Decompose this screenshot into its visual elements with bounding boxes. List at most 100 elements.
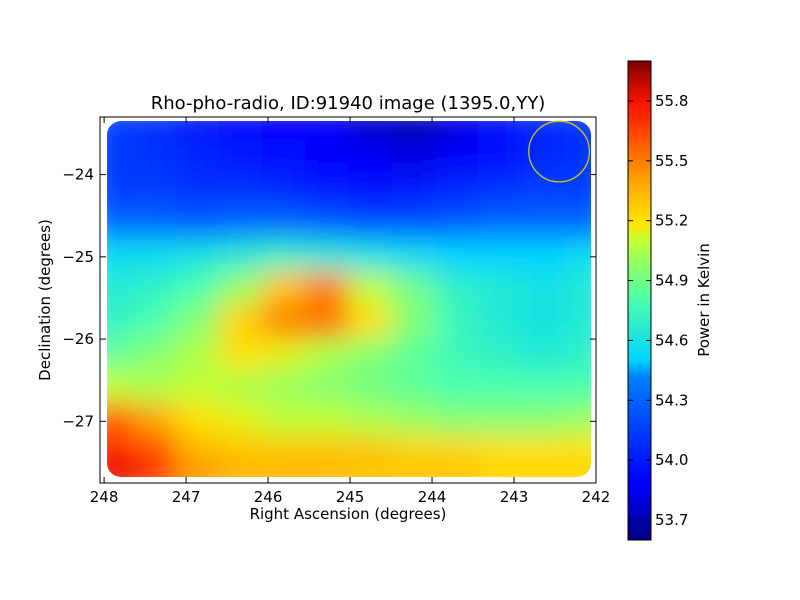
heatmap-cell	[391, 121, 439, 144]
heatmap-cell	[218, 271, 266, 309]
heatmap-cell	[391, 369, 439, 407]
colorbar-bar	[627, 60, 652, 541]
heatmap-cell	[131, 205, 180, 243]
annotations-layer	[528, 120, 591, 183]
x-tick-label: 247	[172, 488, 201, 506]
heatmap-cell	[261, 304, 309, 342]
heatmap-cell	[261, 337, 309, 374]
y-tick-label: −24	[62, 166, 94, 184]
colorbar-label: Power in Kelvin	[695, 243, 713, 357]
heatmap-cell	[175, 139, 223, 177]
heatmap-cell	[131, 464, 180, 477]
heatmap-cell	[175, 369, 223, 407]
x-axis-label: Right Ascension (degrees)	[250, 505, 447, 523]
heatmap-cell	[434, 121, 482, 144]
y-axis-label: Declination (degrees)	[36, 219, 54, 381]
heatmap-cell	[175, 304, 223, 342]
heatmap-cell	[434, 435, 482, 469]
heatmap-cell	[391, 435, 439, 469]
heatmap-cell	[304, 172, 353, 210]
heatmap-cell	[304, 121, 353, 144]
heatmap-cell	[391, 304, 439, 342]
heatmap-cell	[304, 238, 353, 276]
x-tick-label: 242	[582, 488, 611, 506]
heatmap-cell	[218, 139, 266, 177]
heatmap-cell	[131, 337, 180, 374]
heatmap-cell	[175, 435, 223, 469]
heatmap-cell	[304, 205, 353, 243]
heatmap-cell	[564, 337, 591, 374]
heatmap-cell	[564, 121, 591, 144]
beam-circle	[528, 120, 591, 183]
heatmap-cell	[131, 121, 180, 144]
heatmap-cell	[107, 304, 136, 342]
x-tick-label: 246	[254, 488, 283, 506]
heatmap-cell	[218, 172, 266, 210]
heatmap-cell	[477, 435, 525, 469]
heatmap-cell	[520, 271, 569, 309]
heatmap-cell	[348, 337, 396, 374]
heatmap-cell	[520, 205, 569, 243]
heatmap-cell	[261, 402, 309, 440]
heatmap-cell	[304, 369, 353, 407]
heatmap-cell	[434, 205, 482, 243]
heatmap-cell	[391, 172, 439, 210]
colorbar-tick-label: 53.7	[655, 511, 688, 529]
heatmap-cell	[391, 402, 439, 440]
y-tick-label: −25	[62, 248, 94, 266]
heatmap-cell	[107, 139, 136, 177]
heatmap-cell	[131, 238, 180, 276]
heatmap-cell	[391, 271, 439, 309]
heatmap-cell	[107, 435, 136, 469]
heatmap-cell	[175, 337, 223, 374]
heatmap-cell	[520, 369, 569, 407]
heatmap-cell	[391, 238, 439, 276]
heatmap-cell	[218, 464, 266, 477]
heatmap-cell	[477, 172, 525, 210]
heatmap-cell	[348, 172, 396, 210]
heatmap-cell	[564, 304, 591, 342]
heatmap-cell	[564, 205, 591, 243]
heatmap-cell	[477, 402, 525, 440]
heatmap-cell	[434, 369, 482, 407]
heatmap-cell	[175, 402, 223, 440]
x-tick-label: 244	[418, 488, 447, 506]
heatmap-cell	[348, 238, 396, 276]
heatmap-cell	[261, 172, 309, 210]
heatmap-cell	[348, 464, 396, 477]
heatmap-cell	[434, 172, 482, 210]
y-tick-label: −27	[62, 412, 94, 430]
heatmap-cell	[564, 139, 591, 177]
heatmap-cell	[131, 139, 180, 177]
heatmap-cell	[218, 238, 266, 276]
heatmap-cell	[348, 369, 396, 407]
heatmap-cell	[564, 172, 591, 210]
heatmap-cell	[304, 337, 353, 374]
heatmap-cell	[131, 172, 180, 210]
colorbar-tick-label: 54.6	[655, 331, 688, 349]
heatmap-cell	[434, 238, 482, 276]
heatmap-cell	[131, 402, 180, 440]
heatmap-cell	[175, 464, 223, 477]
heatmap-cell	[520, 121, 569, 144]
heatmap-cell	[348, 435, 396, 469]
heatmap-cell	[218, 304, 266, 342]
heatmap-cell	[391, 139, 439, 177]
heatmap-cell	[304, 402, 353, 440]
heatmap-cell	[175, 271, 223, 309]
heatmap-cell	[304, 271, 353, 309]
heatmap-cell	[477, 121, 525, 144]
heatmap-cell	[218, 121, 266, 144]
heatmap-cell	[107, 238, 136, 276]
heatmap-cell	[348, 121, 396, 144]
heatmap-cell	[261, 464, 309, 477]
heatmap-cell	[218, 369, 266, 407]
heatmap-cell	[434, 464, 482, 477]
heatmap-cell	[261, 369, 309, 407]
colorbar-tick-label: 55.5	[655, 152, 688, 170]
x-tick-label: 245	[336, 488, 365, 506]
heatmap-cell	[107, 402, 136, 440]
heatmap-cell	[304, 304, 353, 342]
heatmap-cell	[434, 402, 482, 440]
heatmap-field	[107, 121, 591, 477]
